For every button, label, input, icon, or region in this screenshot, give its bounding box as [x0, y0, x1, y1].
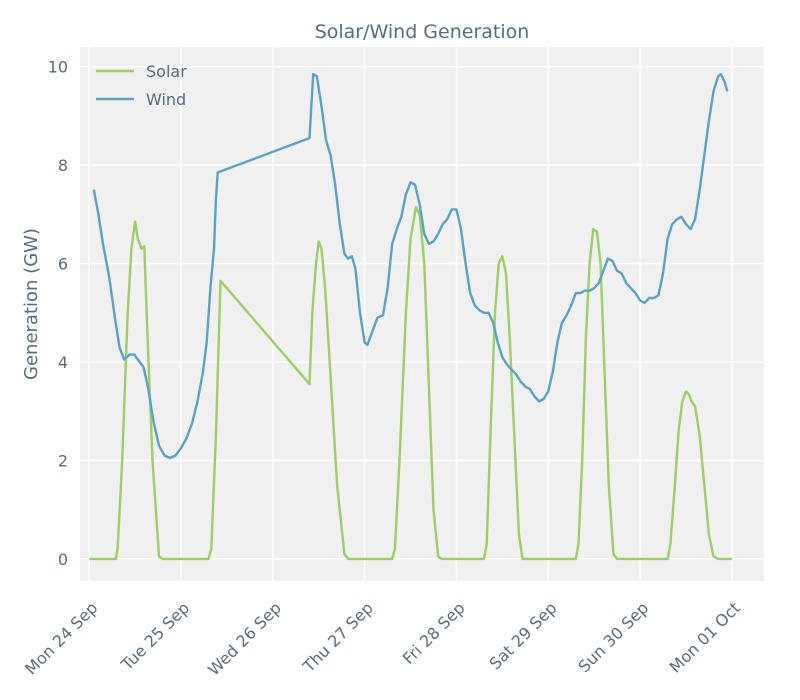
- x-tick-label: Mon 24 Sep: [21, 598, 101, 678]
- x-tick-label: Mon 01 Oct: [666, 598, 744, 676]
- x-tick-label: Wed 26 Sep: [204, 598, 285, 679]
- x-tick-label: Thu 27 Sep: [299, 598, 377, 676]
- y-tick-label: 2: [58, 451, 68, 470]
- x-tick-label: Sun 30 Sep: [574, 598, 652, 676]
- legend-label-wind: Wind: [146, 90, 186, 109]
- y-tick-label: 6: [58, 255, 68, 274]
- y-tick-label: 8: [58, 156, 68, 175]
- series-layer: [89, 72, 732, 561]
- plot-area: [80, 47, 764, 581]
- chart-title: Solar/Wind Generation: [315, 21, 530, 43]
- grid: [80, 47, 764, 581]
- x-tick-label: Sat 29 Sep: [486, 598, 561, 673]
- x-tick-label: Fri 28 Sep: [399, 598, 469, 668]
- y-tick-label: 10: [48, 58, 68, 77]
- y-tick-label: 0: [58, 550, 68, 569]
- legend: Solar Wind: [96, 62, 187, 109]
- legend-label-solar: Solar: [146, 62, 187, 81]
- x-tick-label: Tue 25 Sep: [117, 598, 193, 674]
- series-line-solar: [89, 205, 732, 561]
- y-tick-label: 4: [58, 353, 68, 372]
- series-line-wind: [92, 72, 729, 460]
- y-axis-label: Generation (GW): [21, 228, 42, 380]
